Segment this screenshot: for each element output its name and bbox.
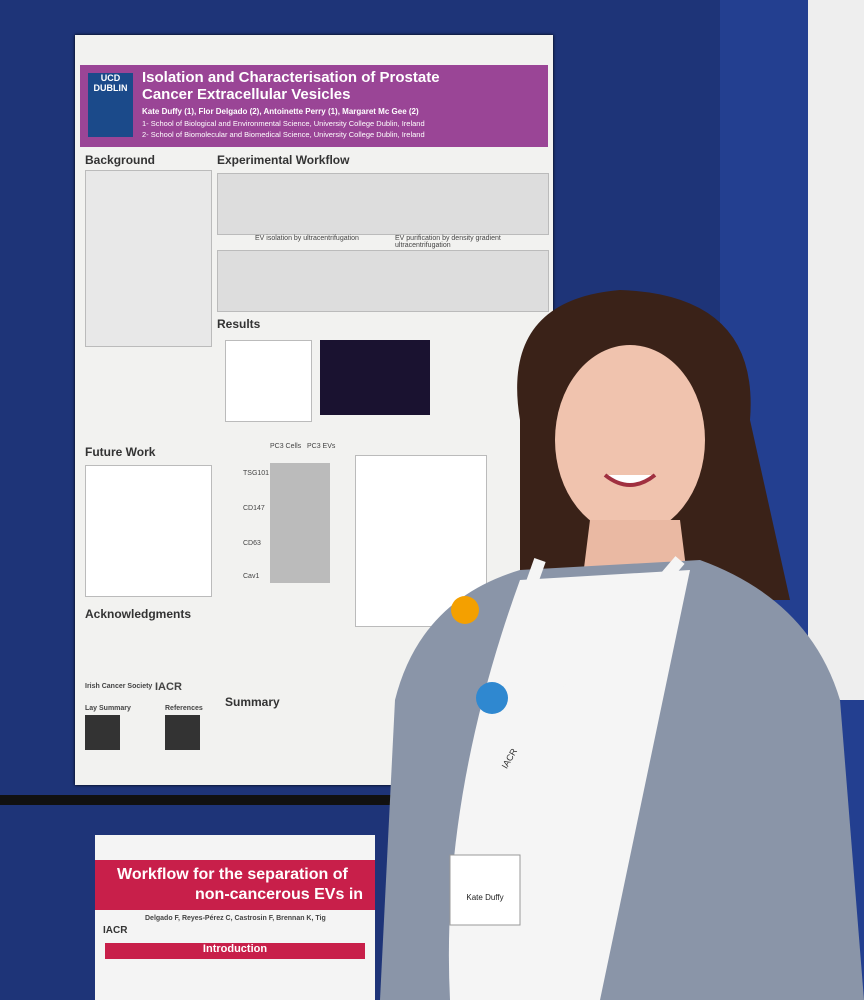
micrograph [320,340,430,415]
board-edge [0,795,720,805]
blot-label: PC3 Cells [270,443,302,450]
authors: Kate Duffy (1), Flor Delgado (2), Antoin… [142,107,419,116]
workflow-figure [217,173,549,235]
badge-name: Kate Duffy [466,893,503,902]
poster2-section: Introduction [105,943,365,959]
affiliation: 1- School of Biological and Environmenta… [142,119,425,128]
face [555,345,705,535]
poster-header: UCD DUBLIN Isolation and Characterisatio… [80,65,548,147]
logo-text: IACR [155,681,182,693]
qr-code [85,715,120,750]
section-heading: Acknowledgments [85,607,192,621]
poster2-header: Workflow for the separation of non-cance… [95,860,375,910]
blot [270,463,330,583]
affiliation: 2- School of Biomolecular and Biomedical… [142,130,425,139]
workflow-figure [217,250,549,312]
caption: EV purification by density gradient ultr… [395,235,501,249]
daffodil [451,596,479,624]
section-heading: Results [217,317,261,331]
section-heading: Experimental Workflow [217,153,350,167]
footer-label: References [165,705,203,712]
poster2: Workflow for the separation of non-cance… [95,835,375,1000]
blot-label: Cav1 [243,573,260,580]
qr-code [165,715,200,750]
poster: UCD DUBLIN Isolation and Characterisatio… [75,35,553,785]
section-heading: Background [85,153,156,167]
blot-label: TSG101 [243,470,270,477]
section-heading: Future Work [85,445,156,459]
blot-label: CD147 [243,505,265,512]
poster-right [808,0,864,700]
poster2-title: non-cancerous EVs in [195,886,364,903]
pin [476,682,508,714]
blot-label: PC3 EVs [307,443,336,450]
poster2-authors: Delgado F, Reyes-Pérez C, Castrosin F, B… [145,915,326,922]
poster-title: Isolation and Characterisation of Prosta… [142,69,440,103]
footer-label: Lay Summary [85,705,131,712]
poster2-logo: IACR [103,925,128,936]
blot-label: CD63 [243,540,261,547]
logo: UCD DUBLIN [88,73,133,137]
future-figure [85,465,212,597]
section-heading: Summary [225,695,280,709]
poster2-title: Workflow for the separation of [117,866,348,883]
smile [603,473,657,487]
text-block [85,170,212,347]
badge [449,854,521,926]
caption: EV isolation by ultracentrifugation [255,235,359,242]
logo-text: Irish Cancer Society [85,683,153,690]
chart-figure [225,340,312,422]
